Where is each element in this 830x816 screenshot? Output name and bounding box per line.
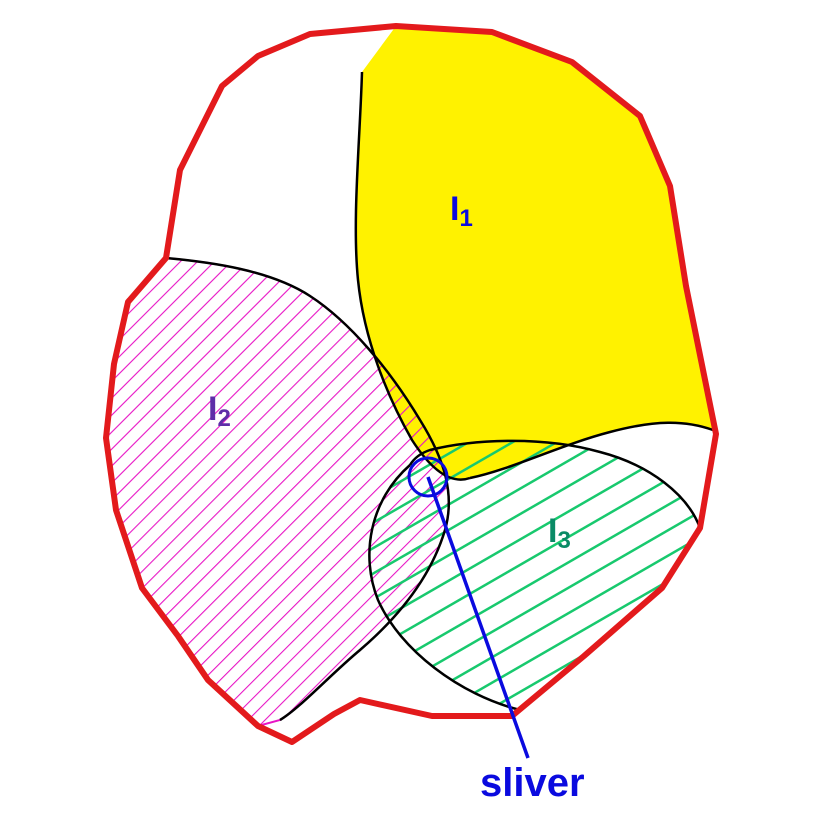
sliver-label: sliver (480, 761, 585, 805)
label-I2-sub: 2 (217, 405, 230, 432)
label-I3-sub: 3 (557, 527, 570, 554)
label-I2-main: I (208, 390, 217, 428)
label-I1-sub: 1 (459, 205, 472, 232)
partition-diagram: I1 I2 I3 sliver (0, 0, 830, 816)
label-I3-main: I (548, 512, 557, 550)
label-I1-main: I (450, 190, 459, 228)
